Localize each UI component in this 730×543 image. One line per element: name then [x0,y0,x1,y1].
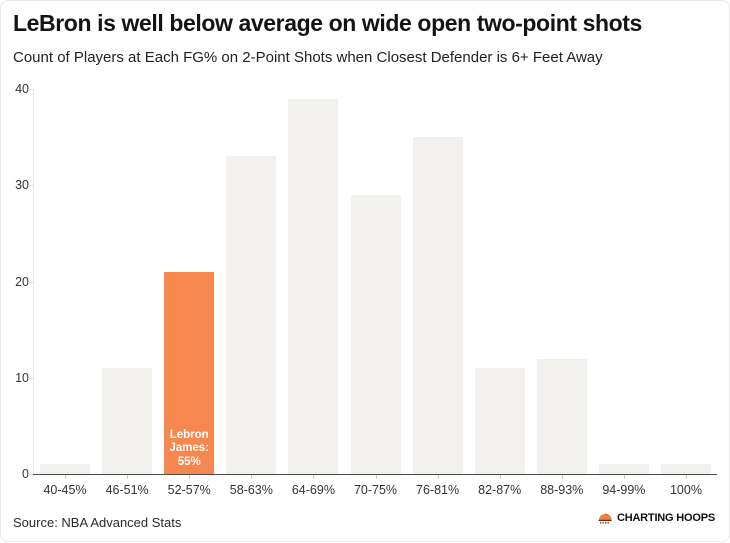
highlight-bar-label: Lebron James: 55% [169,428,210,468]
x-tick-mark [437,475,439,479]
chart-subtitle: Count of Players at Each FG% on 2-Point … [13,49,603,66]
x-tick-label-40-45pct: 40-45% [43,483,87,497]
x-tick-mark [685,475,687,479]
bar-76-81pct [412,137,463,474]
bar-82-87pct [474,368,525,474]
y-tick-mark [28,185,33,187]
x-tick-mark [561,475,563,479]
y-tick-label-10: 10 [15,370,29,385]
bar-46-51pct [102,368,153,474]
x-tick-mark [65,475,67,479]
bar-88-93pct [536,358,587,474]
y-tick-mark [28,377,33,379]
x-tick-label-64-69pct: 64-69% [291,483,335,497]
x-tick-mark [313,475,315,479]
chart-title: LeBron is well below average on wide ope… [13,10,642,36]
y-axis-line [33,89,34,474]
y-tick-label-0: 0 [22,467,29,481]
bar-40-45pct [40,464,91,474]
source-attribution: Source: NBA Advanced Stats [13,515,182,530]
basketball-icon [597,510,613,526]
bar-70-75pct [350,194,401,474]
x-tick-mark [499,475,501,479]
x-tick-mark [189,475,191,479]
x-tick-mark [251,475,253,479]
y-tick-label-40: 40 [15,82,29,96]
x-tick-label-70-75pct: 70-75% [353,483,398,497]
x-tick-label-100pct: 100% [669,483,702,497]
x-tick-label-82-87pct: 82-87% [478,483,522,497]
bar-100pct [660,464,711,474]
x-tick-mark [127,475,129,479]
y-tick-label-30: 30 [15,178,29,193]
x-tick-label-58-63pct: 58-63% [229,483,273,497]
x-tick-mark [375,475,377,479]
x-tick-label-94-99pct: 94-99% [602,483,646,497]
bar-52-57pct: Lebron James: 55% [164,271,215,474]
x-tick-label-46-51pct: 46-51% [105,483,149,497]
x-tick-label-76-81pct: 76-81% [416,483,460,497]
logo-text: CHARTING HOOPS [616,512,715,524]
x-tick-label-52-57pct: 52-57% [167,483,211,497]
y-tick-mark [28,474,33,475]
y-tick-mark [28,89,33,90]
y-tick-label-20: 20 [15,274,29,289]
x-axis-line [33,474,717,475]
x-tick-mark [623,475,625,479]
x-tick-label-88-93pct: 88-93% [540,483,584,497]
bar-58-63pct [226,156,277,474]
bar-94-99pct [598,464,649,474]
charting-hoops-logo: CHARTING HOOPS [597,510,715,526]
bar-64-69pct [288,98,339,474]
y-tick-mark [28,281,33,283]
